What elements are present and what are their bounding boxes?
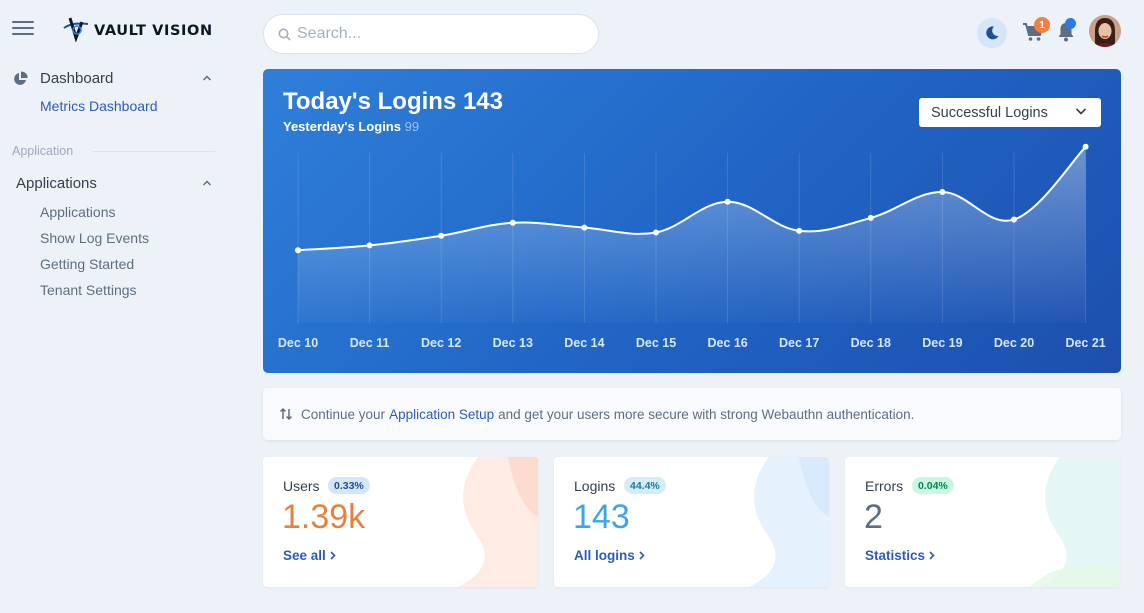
sidebar-item-applications[interactable]: Applications xyxy=(40,204,116,220)
sidebar-group-dashboard[interactable]: Dashboard xyxy=(12,70,212,87)
shopping-cart-icon xyxy=(1023,23,1044,41)
sidebar-group-label: Applications xyxy=(16,175,97,192)
banner-text-after: and get your users more secure with stro… xyxy=(498,406,915,422)
chart-subtitle: Yesterday's Logins 99 xyxy=(283,119,419,134)
chart-x-tick-label: Dec 11 xyxy=(350,336,390,350)
chart-area xyxy=(298,146,1086,323)
chevron-right-icon xyxy=(639,551,645,560)
chart-point[interactable] xyxy=(1082,143,1089,150)
chart-x-tick-label: Dec 19 xyxy=(922,336,962,350)
stat-change-badge: 44.4% xyxy=(624,477,666,494)
chart-point[interactable] xyxy=(509,219,516,226)
sidebar-group-label: Dashboard xyxy=(40,70,114,87)
chart-point[interactable] xyxy=(867,214,874,221)
stat-label: Errors xyxy=(865,478,904,494)
sidebar-group-applications[interactable]: Applications xyxy=(16,175,212,192)
login-type-select[interactable]: Successful Logins xyxy=(919,98,1101,127)
stat-value: 1.39k xyxy=(282,498,366,536)
users-stat-card: Users 0.33% 1.39k See all xyxy=(263,457,538,587)
chart-point[interactable] xyxy=(438,232,445,239)
stat-link-label: Statistics xyxy=(865,548,926,563)
chart-point[interactable] xyxy=(653,229,659,236)
card-decoration xyxy=(1030,457,1120,587)
chevron-up-icon xyxy=(202,75,212,81)
stat-label: Logins xyxy=(574,478,616,494)
sidebar-item-show-log-events[interactable]: Show Log Events xyxy=(40,230,149,246)
errors-stat-card: Errors 0.04% 2 Statistics xyxy=(845,457,1120,587)
logins-stat-card: Logins 44.4% 143 All logins xyxy=(554,457,829,587)
notification-indicator xyxy=(1065,18,1076,29)
chart-x-tick-label: Dec 21 xyxy=(1065,336,1105,350)
search-input[interactable] xyxy=(297,25,577,43)
search-box[interactable] xyxy=(263,14,599,54)
application-setup-link[interactable]: Application Setup xyxy=(389,406,495,422)
chart-point[interactable] xyxy=(1011,216,1017,223)
chevron-down-icon xyxy=(1075,108,1087,115)
see-all-link[interactable]: See all xyxy=(283,548,336,563)
stat-value: 143 xyxy=(573,498,630,536)
banner-text-before: Continue your xyxy=(301,406,386,422)
chart-point[interactable] xyxy=(796,227,803,234)
chart-x-tick-label: Dec 15 xyxy=(636,336,676,350)
select-value: Successful Logins xyxy=(931,104,1048,121)
pie-chart-icon xyxy=(14,70,28,85)
hamburger-icon xyxy=(12,21,34,23)
search-icon xyxy=(278,28,291,41)
user-avatar[interactable] xyxy=(1089,15,1121,47)
chart-title: Today's Logins 143 xyxy=(283,88,503,115)
chart-x-tick-label: Dec 13 xyxy=(493,336,533,350)
sort-arrows-icon xyxy=(279,407,293,421)
sidebar-item-metrics-dashboard[interactable]: Metrics Dashboard xyxy=(40,98,158,114)
menu-toggle-button[interactable] xyxy=(12,21,34,37)
chart-subtitle-value: 99 xyxy=(404,119,420,134)
cart-button[interactable] xyxy=(1022,22,1044,47)
card-decoration xyxy=(749,457,829,587)
logins-chart-card: Dec 10 Dec 11 Dec 12 Dec 13 Dec 14 Dec 15 Dec … xyxy=(263,69,1121,373)
chart-subtitle-label: Yesterday's Logins xyxy=(283,119,401,134)
chart-x-tick-label: Dec 16 xyxy=(707,336,747,350)
all-logins-link[interactable]: All logins xyxy=(574,548,645,563)
chart-x-tick-label: Dec 14 xyxy=(564,336,604,350)
chart-x-tick-label: Dec 20 xyxy=(994,336,1034,350)
chart-point[interactable] xyxy=(295,247,301,254)
stat-link-label: See all xyxy=(283,548,326,563)
chart-x-tick-label: Dec 18 xyxy=(851,336,891,350)
stat-value: 2 xyxy=(864,498,883,536)
chart-point[interactable] xyxy=(581,224,588,231)
moon-icon xyxy=(986,26,999,40)
sidebar-item-getting-started[interactable]: Getting Started xyxy=(40,256,135,272)
chart-point[interactable] xyxy=(724,198,731,205)
card-decoration xyxy=(458,457,538,587)
chevron-right-icon xyxy=(929,551,935,560)
stat-link-label: All logins xyxy=(574,548,635,563)
sidebar-item-tenant-settings[interactable]: Tenant Settings xyxy=(40,282,137,298)
chart-point[interactable] xyxy=(939,189,946,196)
chevron-up-icon xyxy=(202,180,212,186)
chart-point[interactable] xyxy=(366,242,373,249)
stat-label: Users xyxy=(283,478,320,494)
setup-banner: Continue your Application Setup and get … xyxy=(263,388,1121,440)
stat-change-badge: 0.04% xyxy=(912,477,954,494)
logo-text: VAULT VISION xyxy=(94,23,213,39)
stat-change-badge: 0.33% xyxy=(328,477,370,494)
logo-icon xyxy=(63,17,89,42)
chart-x-tick-label: Dec 17 xyxy=(779,336,819,350)
statistics-link[interactable]: Statistics xyxy=(865,548,935,563)
cart-count-badge: 1 xyxy=(1034,17,1050,33)
logins-chart: Dec 10 Dec 11 Dec 12 Dec 13 Dec 14 Dec 15 Dec … xyxy=(278,143,1106,350)
chart-x-tick-label: Dec 12 xyxy=(421,336,461,350)
chart-x-tick-label: Dec 10 xyxy=(278,336,318,350)
avatar-image xyxy=(1089,15,1121,47)
theme-toggle-button[interactable] xyxy=(977,18,1007,48)
section-divider xyxy=(93,151,215,152)
logo[interactable]: VAULT VISION xyxy=(62,14,213,42)
chevron-right-icon xyxy=(330,551,336,560)
sidebar-section-label: Application xyxy=(12,144,74,158)
